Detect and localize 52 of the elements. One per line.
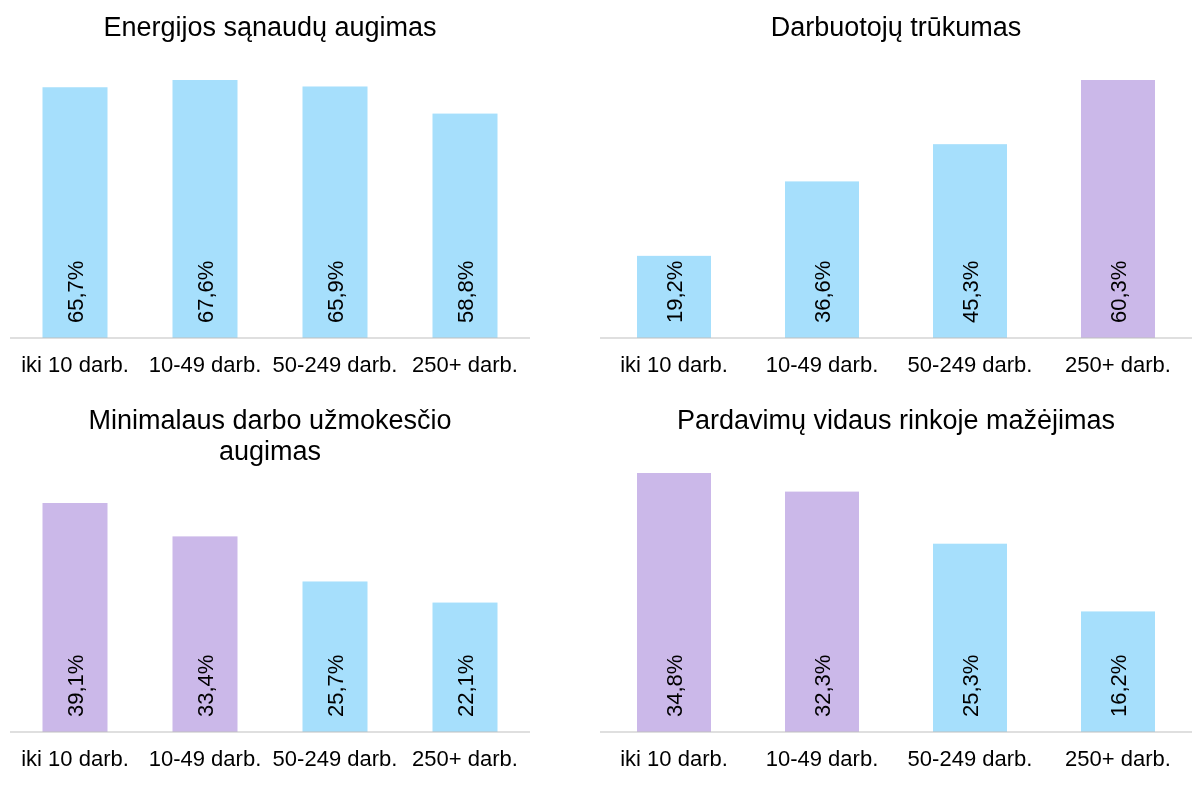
- x-tick-label: 250+ darb.: [412, 352, 518, 377]
- data-label: 33,4%: [193, 654, 218, 717]
- bar: [933, 543, 1007, 732]
- data-label: 22,1%: [453, 654, 478, 717]
- bar: [637, 255, 711, 338]
- x-tick-label: 10-49 darb.: [148, 352, 262, 377]
- data-label: 39,1%: [63, 654, 88, 717]
- x-tick-label: iki 10 darb.: [620, 352, 728, 377]
- bar: [637, 473, 711, 732]
- x-tick-label: 50-249 darb.: [907, 746, 1033, 771]
- bar: [1081, 611, 1155, 732]
- x-tick-label: 10-49 darb.: [148, 746, 262, 771]
- bar: [302, 581, 368, 732]
- data-label: 16,2%: [1106, 654, 1131, 717]
- data-label: 25,3%: [958, 654, 983, 717]
- bar: [785, 491, 859, 732]
- bar: [432, 113, 498, 338]
- bar: [172, 536, 238, 732]
- bar: [302, 86, 368, 338]
- x-tick-label: 250+ darb.: [1065, 352, 1171, 377]
- chart-title: Energijos sąnaudų augimas: [103, 12, 437, 42]
- x-tick-label: 10-49 darb.: [765, 746, 879, 771]
- x-tick-label: 50-249 darb.: [907, 352, 1033, 377]
- data-label: 67,6%: [193, 260, 218, 323]
- x-tick-label: 50-249 darb.: [272, 746, 398, 771]
- bar: [42, 87, 108, 338]
- x-tick-label: iki 10 darb.: [620, 746, 728, 771]
- x-tick-label: 250+ darb.: [1065, 746, 1171, 771]
- data-label: 58,8%: [453, 260, 478, 323]
- data-label: 32,3%: [810, 654, 835, 717]
- x-tick-label: 50-249 darb.: [272, 352, 398, 377]
- x-tick-label: iki 10 darb.: [21, 746, 129, 771]
- data-label: 65,9%: [323, 260, 348, 323]
- bar: [1081, 80, 1155, 338]
- bar: [432, 602, 498, 732]
- x-tick-label: 250+ darb.: [412, 746, 518, 771]
- bar: [933, 144, 1007, 338]
- data-label: 34,8%: [662, 654, 687, 717]
- data-label: 65,7%: [63, 260, 88, 323]
- x-tick-label: 10-49 darb.: [765, 352, 879, 377]
- data-label: 45,3%: [958, 260, 983, 323]
- chart-title: Pardavimų vidaus rinkoje mažėjimas: [676, 405, 1116, 435]
- bar: [785, 181, 859, 338]
- data-label: 36,6%: [810, 260, 835, 323]
- chart-title: Darbuotojų trūkumas: [770, 12, 1022, 42]
- bar: [42, 503, 108, 732]
- chart-title: Minimalaus darbo užmokesčio augimas: [88, 405, 452, 466]
- x-tick-label: iki 10 darb.: [21, 352, 129, 377]
- data-label: 25,7%: [323, 654, 348, 717]
- data-label: 19,2%: [662, 260, 687, 323]
- bar: [172, 80, 238, 338]
- data-label: 60,3%: [1106, 260, 1131, 323]
